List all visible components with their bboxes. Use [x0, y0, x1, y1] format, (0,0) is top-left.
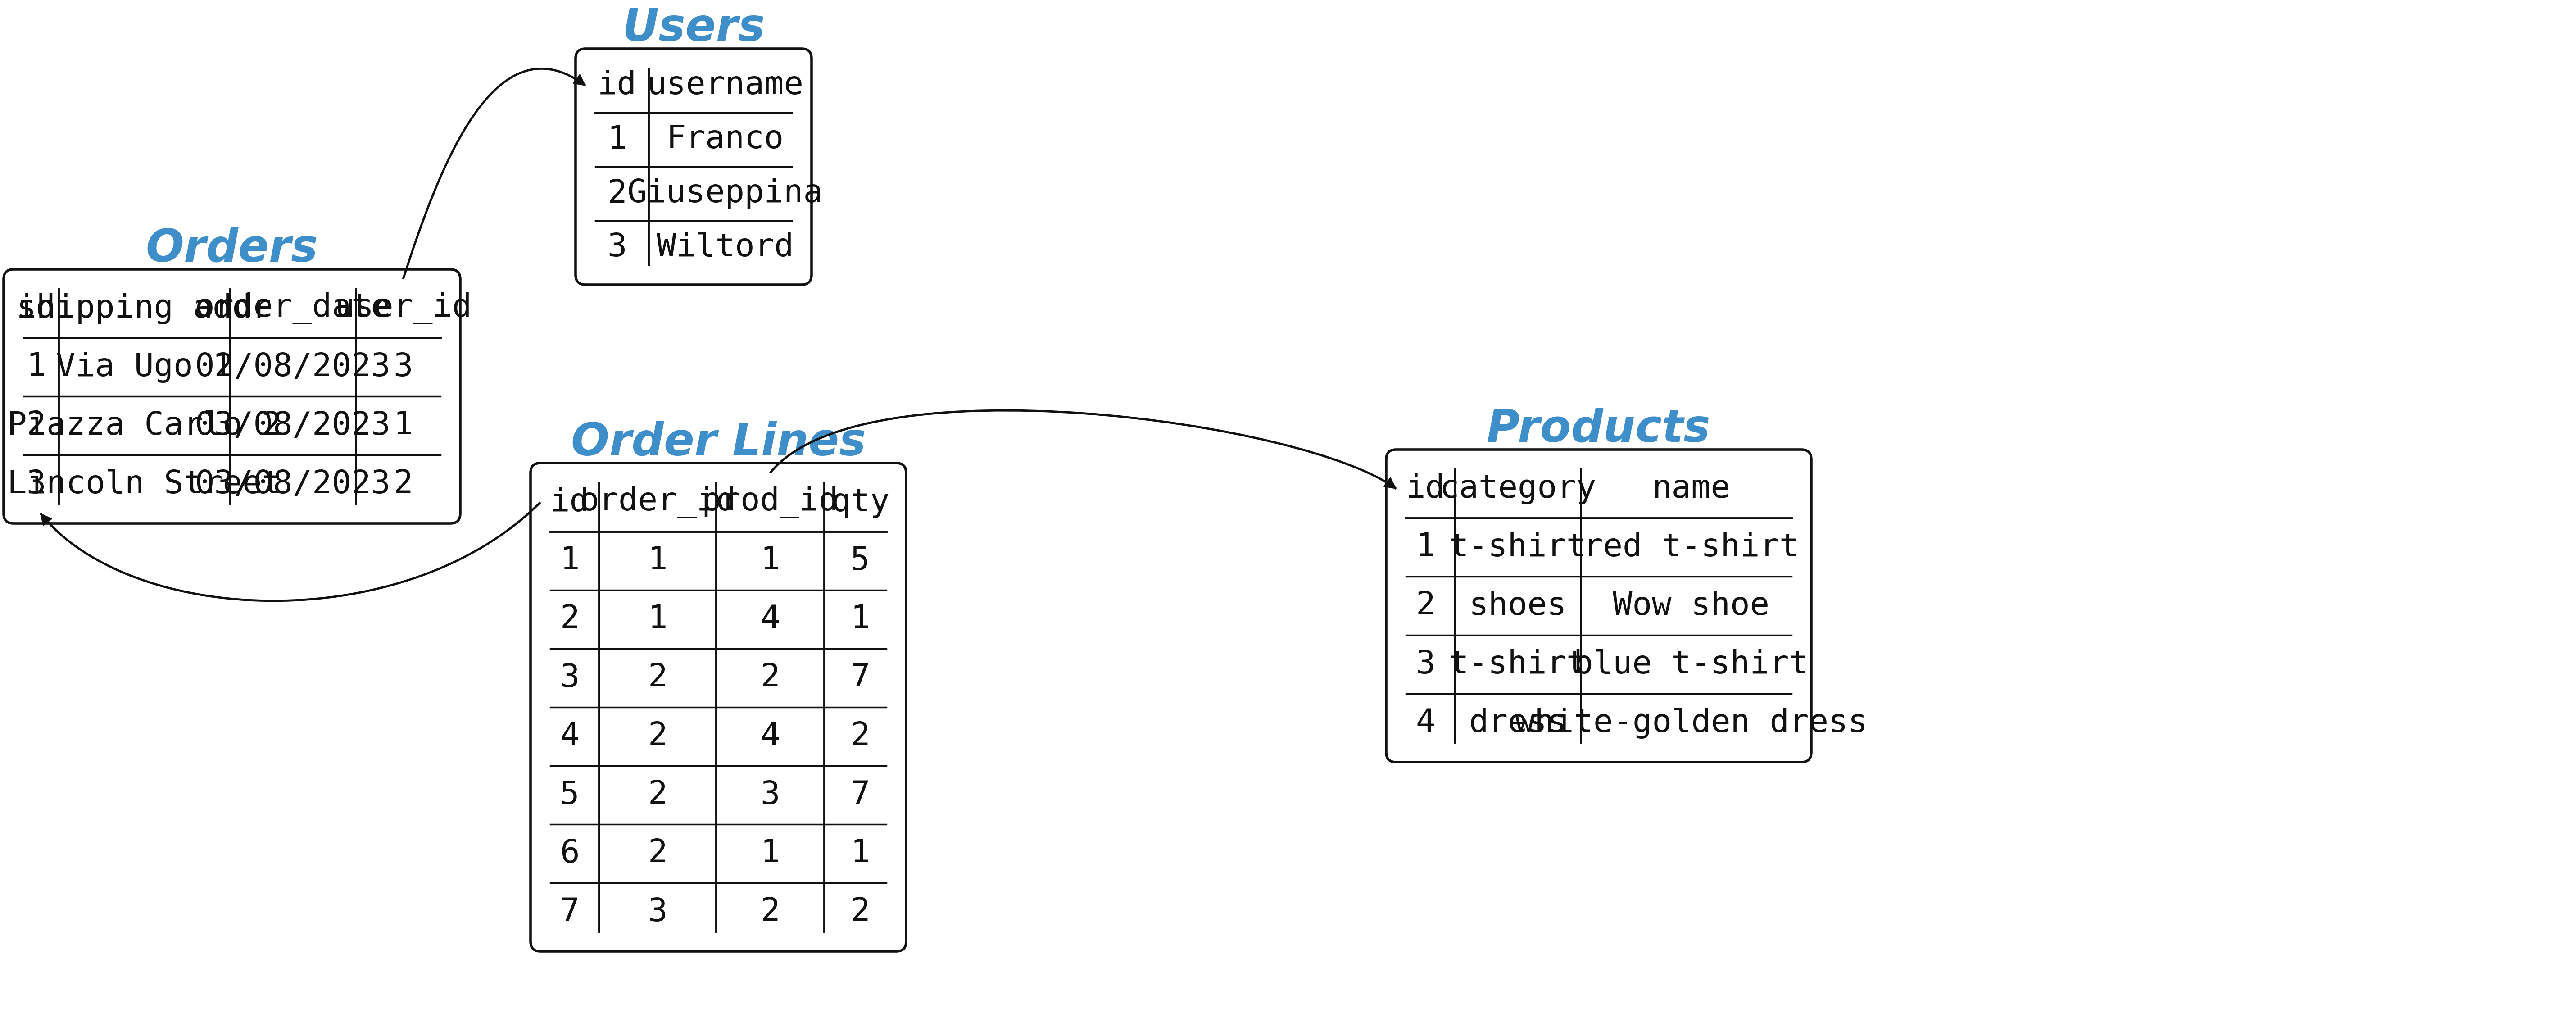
Text: Orders: Orders [147, 227, 317, 271]
Text: id: id [598, 70, 636, 101]
Text: order_id: order_id [580, 486, 737, 519]
Polygon shape [572, 74, 585, 85]
Text: username: username [647, 70, 804, 101]
Polygon shape [41, 514, 52, 526]
Text: 2: 2 [760, 662, 781, 693]
Text: blue t-shirt: blue t-shirt [1574, 649, 1808, 680]
Text: 1: 1 [647, 604, 667, 635]
Text: 1: 1 [850, 838, 871, 869]
Text: 1: 1 [394, 410, 412, 442]
Text: 1: 1 [760, 838, 781, 869]
Text: 5: 5 [850, 545, 871, 576]
Text: 2: 2 [559, 604, 580, 635]
Text: 2: 2 [760, 897, 781, 927]
Text: 7: 7 [850, 662, 871, 693]
Text: shipping addr: shipping addr [18, 293, 270, 325]
Text: id: id [15, 293, 57, 325]
Text: Lincoln Street: Lincoln Street [8, 468, 281, 500]
Text: 2: 2 [850, 721, 871, 752]
Text: 2: 2 [394, 468, 412, 500]
Text: Via Ugo 1: Via Ugo 1 [57, 351, 232, 383]
Text: shoes: shoes [1468, 591, 1566, 621]
Text: 3: 3 [394, 351, 412, 383]
Text: 6: 6 [559, 838, 580, 869]
Text: 1: 1 [850, 604, 871, 635]
Text: qty: qty [832, 487, 889, 518]
Text: name: name [1651, 473, 1731, 504]
Text: 5: 5 [559, 779, 580, 810]
Text: Wiltord: Wiltord [657, 232, 793, 263]
Text: 3: 3 [608, 232, 626, 263]
Text: 4: 4 [1417, 708, 1435, 738]
Text: 3: 3 [1417, 649, 1435, 680]
Text: 3: 3 [760, 779, 781, 810]
Text: 4: 4 [760, 604, 781, 635]
Text: prod_id: prod_id [701, 486, 840, 519]
Text: 1: 1 [1417, 532, 1435, 563]
Text: 7: 7 [559, 897, 580, 927]
Text: 2: 2 [647, 662, 667, 693]
Text: 2: 2 [647, 838, 667, 869]
Text: 03/08/2023: 03/08/2023 [196, 468, 392, 500]
Text: 1: 1 [26, 351, 46, 383]
Text: 2: 2 [1417, 591, 1435, 621]
Text: 02/08/2023: 02/08/2023 [196, 351, 392, 383]
Text: 1: 1 [559, 545, 580, 576]
Text: Giuseppina: Giuseppina [626, 178, 822, 210]
Polygon shape [1383, 478, 1396, 489]
Text: 1: 1 [647, 545, 667, 576]
Text: 7: 7 [850, 779, 871, 810]
Text: 3: 3 [26, 468, 46, 500]
Text: white-golden dress: white-golden dress [1515, 708, 1868, 738]
Text: 2: 2 [608, 178, 626, 210]
Text: Users: Users [621, 7, 765, 50]
Text: 2: 2 [850, 897, 871, 927]
Text: red t-shirt: red t-shirt [1584, 532, 1798, 563]
Text: 2: 2 [26, 410, 46, 442]
Text: id: id [1406, 473, 1445, 504]
Text: 2: 2 [647, 779, 667, 810]
Text: order_date: order_date [196, 293, 392, 325]
Text: 1: 1 [760, 545, 781, 576]
FancyBboxPatch shape [574, 48, 811, 284]
Text: 2: 2 [647, 721, 667, 752]
Text: Products: Products [1486, 408, 1710, 451]
Text: 4: 4 [559, 721, 580, 752]
Text: Order Lines: Order Lines [572, 421, 866, 465]
Text: 1: 1 [608, 124, 626, 155]
Text: id: id [551, 487, 590, 518]
Text: 03/08/2023: 03/08/2023 [196, 410, 392, 442]
Text: t-shirt: t-shirt [1450, 532, 1587, 563]
Text: Wow shoe: Wow shoe [1613, 591, 1770, 621]
Text: Franco: Franco [667, 124, 783, 155]
Text: 3: 3 [559, 662, 580, 693]
Text: 3: 3 [647, 897, 667, 927]
Text: dress: dress [1468, 708, 1566, 738]
Text: category: category [1440, 473, 1597, 504]
Text: Piazza Carlo 2: Piazza Carlo 2 [8, 410, 281, 442]
Text: 4: 4 [760, 721, 781, 752]
FancyBboxPatch shape [3, 269, 461, 524]
Text: t-shirt: t-shirt [1450, 649, 1587, 680]
FancyBboxPatch shape [531, 463, 907, 951]
Text: user_id: user_id [335, 293, 471, 325]
FancyBboxPatch shape [1386, 450, 1811, 762]
